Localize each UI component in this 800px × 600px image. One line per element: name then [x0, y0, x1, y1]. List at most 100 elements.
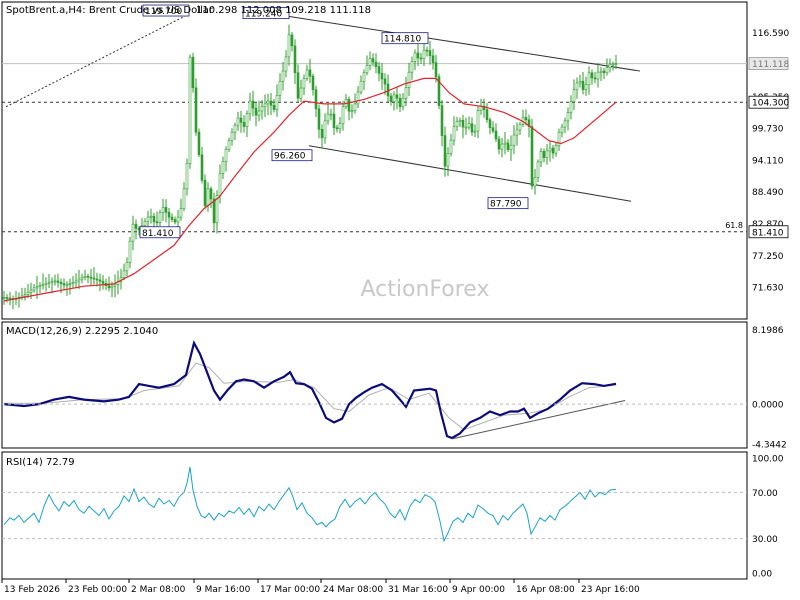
candle-body [131, 223, 135, 242]
candle-body [230, 131, 234, 141]
price-tick-label: 82.870 [752, 220, 784, 230]
rsi-title: RSI(14) 72.79 [6, 457, 75, 468]
candle-body [263, 103, 267, 108]
x-axis-labels: 13 Feb 2026 23 Feb 00:00 2 Mar 08:00 9 Mar … [1, 579, 640, 595]
candle-body [23, 294, 27, 297]
pivot-label: 87.790 [490, 200, 522, 210]
price-panel[interactable]: 61.8 119.700 119.240 114.810 96.260 81.410 87… [2, 4, 747, 310]
candle-body [194, 87, 198, 133]
candle-body [350, 110, 354, 112]
price-tick-label: 104.300 [752, 99, 789, 109]
axis-price-box [748, 225, 789, 239]
pivot-label: 81.410 [142, 229, 174, 239]
candle-body [419, 57, 423, 60]
candle-body [221, 161, 225, 174]
macd-panel[interactable] [3, 339, 626, 440]
candle-body [125, 262, 129, 272]
rsi-tick-label: 100.00 [752, 454, 784, 464]
candle-body [164, 207, 168, 213]
candle-body [248, 100, 252, 115]
candle-body [332, 113, 336, 128]
candle-body [578, 80, 582, 84]
pivot-label-box [142, 4, 190, 17]
candle-body [614, 63, 618, 66]
candle-body [77, 278, 81, 282]
candle-body [242, 121, 246, 127]
chart-ohlc: 110.298 112.008 109.218 111.118 [196, 5, 371, 16]
candles[interactable] [2, 24, 618, 310]
candle-body [320, 129, 324, 139]
candle-body [392, 94, 396, 102]
macd-trendline [451, 400, 626, 440]
candle-body [440, 105, 444, 136]
candle-body [500, 143, 504, 150]
candle-body [101, 280, 105, 284]
candle-body [170, 216, 174, 220]
candle-body [512, 134, 516, 146]
candle-body [80, 276, 84, 280]
x-tick-label: 17 Mar 00:00 [260, 585, 320, 595]
candle-body [155, 221, 159, 224]
pivot-label: 96.260 [274, 152, 306, 162]
candle-body [449, 139, 453, 154]
pivot-label: 119.700 [145, 7, 182, 17]
candle-body [548, 147, 552, 152]
candle-body [410, 61, 414, 73]
candle-body [269, 100, 273, 106]
candle-body [341, 106, 345, 125]
candle-body [236, 117, 240, 126]
candle-body [281, 70, 285, 82]
candle-body [371, 58, 375, 63]
candle-body [431, 55, 435, 63]
x-tick-label: 2 Mar 08:00 [131, 585, 186, 595]
candle-body [143, 221, 147, 226]
candle-body [122, 270, 126, 279]
candle-body [422, 49, 426, 59]
price-tick-label: 77.250 [752, 252, 784, 262]
candle-body [353, 103, 357, 111]
pivot-label-box [487, 197, 529, 210]
candle-body [404, 87, 408, 99]
pivot-label: 114.810 [384, 35, 421, 45]
candle-body [476, 110, 480, 132]
rsi-tick-label: 0.00 [752, 570, 772, 580]
candle-body [191, 56, 195, 89]
candle-body [506, 142, 510, 151]
fib-note: 61.8 [725, 221, 743, 230]
candle-body [179, 208, 183, 218]
candle-body [584, 84, 588, 91]
candle-body [290, 34, 294, 47]
candle-body [182, 188, 186, 209]
candle-body [383, 78, 387, 85]
candle-body [311, 75, 315, 91]
macd-frame [1, 321, 748, 449]
channel-line [286, 15, 641, 72]
candle-body [608, 63, 612, 68]
candle-body [110, 285, 114, 289]
pivot-label-box [381, 32, 429, 45]
rsi-panel[interactable] [3, 466, 617, 543]
price-tick-label: 116.590 [752, 29, 789, 39]
candle-body [461, 120, 465, 128]
candle-body [287, 34, 291, 58]
x-tick-label: 13 Feb 2026 [4, 585, 60, 595]
candle-body [530, 126, 534, 187]
candle-body [605, 67, 609, 74]
candle-body [374, 61, 378, 67]
candle-body [305, 69, 309, 79]
x-tick-label: 23 Feb 00:00 [68, 585, 127, 595]
ma-line [3, 77, 617, 302]
candle-body [467, 123, 471, 128]
candle-body [284, 56, 288, 72]
candle-body [428, 50, 432, 57]
candle-body [596, 71, 600, 80]
candle-body [50, 280, 54, 283]
candle-body [518, 123, 522, 131]
price-tick-label: 94.110 [752, 156, 784, 166]
price-tick-label: 81.410 [752, 228, 784, 238]
candle-body [5, 297, 9, 299]
candle-body [146, 216, 150, 222]
candle-body [572, 89, 576, 102]
candle-body [266, 100, 270, 105]
